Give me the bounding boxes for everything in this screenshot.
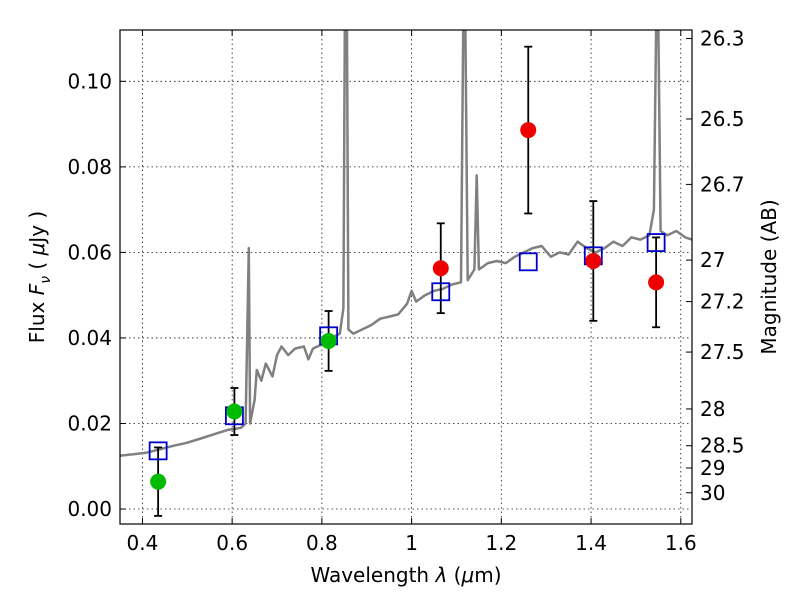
observed-point (432, 260, 449, 277)
spectrum-line (120, 30, 692, 457)
x-tick-label: 1.6 (665, 531, 697, 555)
y2-tick-label: 28 (700, 397, 725, 421)
y2-tick-label: 26.7 (700, 172, 745, 196)
observed-point (520, 122, 537, 139)
y-tick-label: 0.04 (67, 326, 112, 350)
x-tick-label: 1.4 (575, 531, 607, 555)
y2-tick-label: 27 (700, 248, 725, 272)
plot-frame (119, 29, 693, 525)
model-photometry-series (148, 233, 666, 461)
observed-point (150, 473, 167, 490)
observed-point (585, 252, 602, 269)
y2-tick-label: 27.2 (700, 290, 745, 314)
y2-tick-label: 26.3 (700, 27, 745, 51)
observed-photometry-series (150, 122, 665, 490)
x-tick-label: 1 (405, 531, 418, 555)
model-point (646, 233, 666, 252)
observed-point (226, 403, 243, 420)
model-point (431, 282, 451, 302)
y-tick-label: 0.02 (67, 411, 112, 435)
observed-point (320, 332, 337, 349)
y2-tick-label: 30 (700, 481, 725, 505)
y-tick-label: 0.08 (67, 155, 112, 179)
y2-tick-label: 29 (700, 456, 725, 480)
y-axis-label: Flux Fν ( μJy ) (25, 211, 54, 343)
y2-tick-label: 27.5 (700, 340, 745, 364)
y-tick-label: 0.06 (67, 240, 112, 264)
error-bars (154, 45, 661, 517)
grid (120, 30, 692, 524)
x-tick-label: 1.2 (485, 531, 517, 555)
model-point (148, 441, 168, 461)
y2-axis-label: Magnitude (AB) (757, 199, 781, 354)
y2-tick-label: 28.5 (700, 434, 745, 458)
y-tick-label: 0.10 (67, 69, 112, 93)
model-point (518, 252, 538, 272)
axis-ticks: 0.4 0.6 0.8 1 1.2 1.4 1.6 0.00 0.02 0.04 0.06 0.08 0… (67, 27, 744, 555)
observed-point (648, 274, 665, 291)
y-tick-label: 0.00 (67, 497, 112, 521)
x-tick-label: 0.8 (306, 531, 338, 555)
x-tick-label: 0.6 (216, 531, 248, 555)
spectrum-series (120, 30, 692, 457)
y2-tick-label: 26.5 (700, 107, 745, 131)
x-tick-label: 0.4 (127, 531, 159, 555)
x-axis-label: Wavelength λ (μm) (310, 563, 501, 587)
